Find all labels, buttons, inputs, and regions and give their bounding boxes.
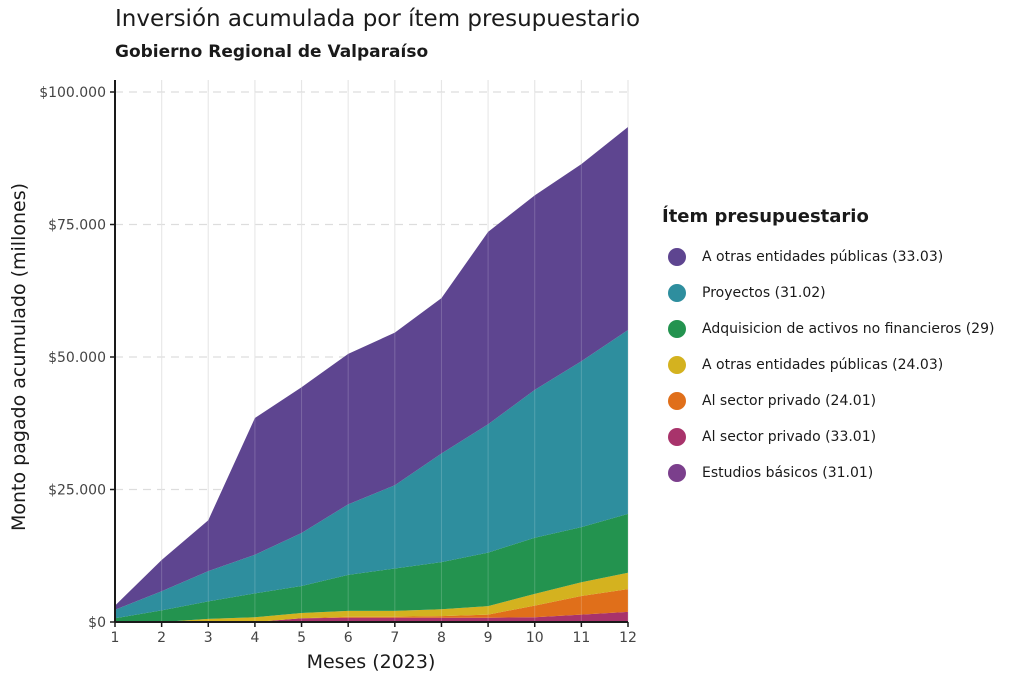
legend-swatch [668, 248, 686, 266]
legend-item: Al sector privado (33.01) [662, 419, 994, 455]
x-tick-label: 3 [204, 630, 213, 646]
legend: Ítem presupuestario A otras entidades pú… [662, 206, 994, 491]
y-tick-label: $100.000 [39, 85, 106, 101]
area-proyectos-31-02 [115, 329, 628, 619]
x-tick-label: 8 [437, 630, 446, 646]
legend-label: Al sector privado (33.01) [702, 429, 877, 445]
legend-item: A otras entidades públicas (33.03) [662, 239, 994, 275]
area-a-otras-entidades-publicas-33-03 [115, 126, 628, 610]
y-tick-label: $25.000 [48, 483, 106, 499]
y-tick-label: $0 [88, 615, 106, 631]
x-tick-label: 2 [157, 630, 166, 646]
x-tick-label: 9 [484, 630, 493, 646]
legend-swatch [668, 320, 686, 338]
legend-items: A otras entidades públicas (33.03) Proyec… [662, 239, 994, 491]
legend-item: Proyectos (31.02) [662, 275, 994, 311]
area-al-sector-privado-24-01 [115, 589, 628, 622]
legend-item: Al sector privado (24.01) [662, 383, 994, 419]
chart-subtitle: Gobierno Regional de Valparaíso [115, 42, 429, 62]
x-tick-label: 1 [111, 630, 120, 646]
legend-swatch [668, 356, 686, 374]
legend-swatch [668, 428, 686, 446]
legend-label: Proyectos (31.02) [702, 285, 826, 301]
legend-item: Estudios básicos (31.01) [662, 455, 994, 491]
legend-swatch [668, 392, 686, 410]
y-tick-label: $75.000 [48, 218, 106, 234]
x-tick-label: 5 [297, 630, 306, 646]
legend-label: Adquisicion de activos no financieros (2… [702, 321, 995, 337]
x-tick-label: 6 [344, 630, 353, 646]
legend-swatch [668, 464, 686, 482]
area-layer [114, 92, 629, 622]
x-tick-label: 4 [250, 630, 259, 646]
legend-item: Adquisicion de activos no financieros (2… [662, 311, 994, 347]
legend-label: Estudios básicos (31.01) [702, 465, 874, 481]
area-a-otras-entidades-publicas-24-03 [115, 572, 628, 622]
chart-title: Inversión acumulada por ítem presupuesta… [115, 6, 641, 32]
area-al-sector-privado-33-01 [115, 611, 628, 622]
legend-swatch [668, 284, 686, 302]
legend-label: A otras entidades públicas (24.03) [702, 357, 944, 373]
legend-label: Al sector privado (24.01) [702, 393, 877, 409]
legend-item: A otras entidades públicas (24.03) [662, 347, 994, 383]
x-tick-label: 7 [390, 630, 399, 646]
area-adquisicion-de-activos-no-financieros-29 [115, 513, 628, 622]
y-axis-title: Monto pagado acumulado (millones) [8, 183, 30, 531]
y-tick-label: $50.000 [48, 350, 106, 366]
x-tick-label: 11 [572, 630, 590, 646]
legend-label: A otras entidades públicas (33.03) [702, 249, 944, 265]
x-tick-label: 12 [619, 630, 637, 646]
x-tick-label: 10 [526, 630, 544, 646]
legend-title: Ítem presupuestario [662, 206, 869, 227]
x-axis-title: Meses (2023) [307, 651, 436, 673]
